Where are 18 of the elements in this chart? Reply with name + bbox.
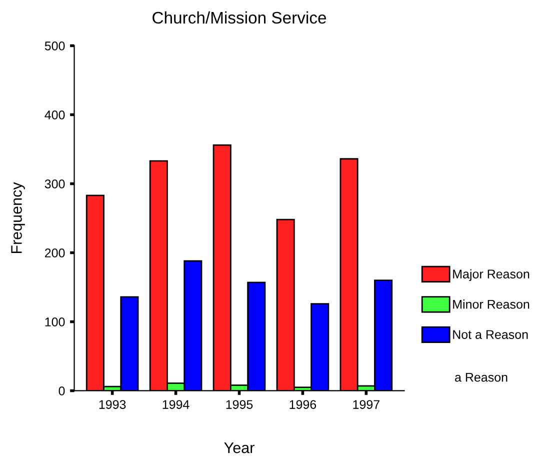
x-tick-label: 1996 <box>290 400 316 409</box>
y-tick-label: 300 <box>44 180 65 188</box>
y-axis-title: Frequency <box>11 182 25 254</box>
y-tick-label: 100 <box>45 318 65 326</box>
x-axis-title: Year <box>224 442 254 454</box>
legend-label: Minor Reason <box>453 300 530 309</box>
x-tick-label: 1997 <box>353 400 380 409</box>
y-tick-label: 500 <box>44 42 65 50</box>
x-tick-label: 1994 <box>162 400 190 409</box>
y-tick-label: 400 <box>44 110 65 120</box>
x-tick-label: 1995 <box>226 400 253 409</box>
legend-label: Not a Reason <box>453 330 528 339</box>
text: a Reason <box>455 372 508 382</box>
x-tick-label: 1993 <box>99 400 126 409</box>
legend-label: Major Reason <box>453 269 530 281</box>
y-tick-label: 200 <box>45 248 65 258</box>
y-tick-label: 0 <box>58 386 65 396</box>
chart-title: Church/Mission Service <box>152 11 326 24</box>
